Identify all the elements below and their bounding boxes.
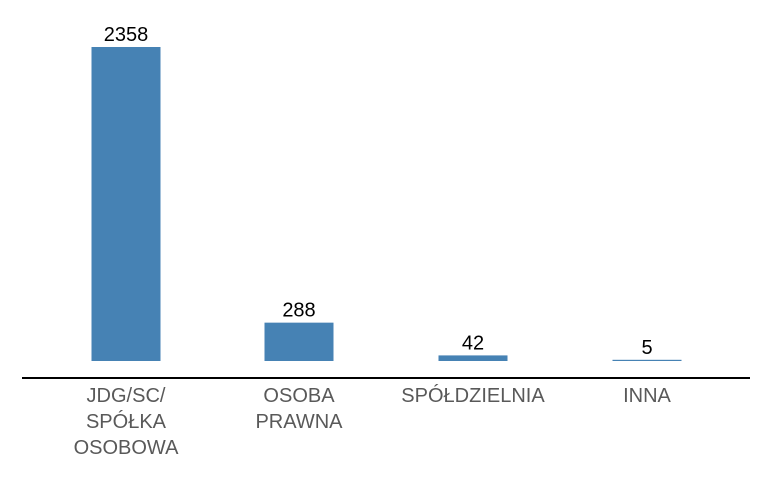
- category-label-1-line-0: OSOBA: [263, 385, 335, 407]
- bars-group: [91, 47, 682, 361]
- value-label-2: 42: [462, 332, 484, 354]
- bar-1: [264, 322, 334, 361]
- bar-3: [612, 359, 682, 361]
- category-label-0-line-1: SPÓŁKA: [86, 410, 167, 433]
- value-label-0: 2358: [104, 24, 149, 46]
- value-label-3: 5: [641, 337, 652, 359]
- value-label-1: 288: [282, 300, 315, 322]
- category-label-3-line-0: INNA: [623, 385, 671, 407]
- category-label-0-line-0: JDG/SC/: [87, 385, 166, 407]
- category-label-1-line-1: PRAWNA: [255, 411, 343, 433]
- category-labels-group: JDG/SC/SPÓŁKA OSOBOWA OSOBA PRAWNA SPÓŁDZIEL…: [74, 384, 672, 459]
- bar-2: [438, 355, 508, 361]
- category-label-2-line-0: SPÓŁDZIELNIA: [401, 384, 545, 407]
- value-labels-group: 2358 288 42 5: [104, 24, 653, 359]
- bar-0: [91, 47, 161, 361]
- category-label-0-line-2: OSOBOWA: [74, 437, 179, 459]
